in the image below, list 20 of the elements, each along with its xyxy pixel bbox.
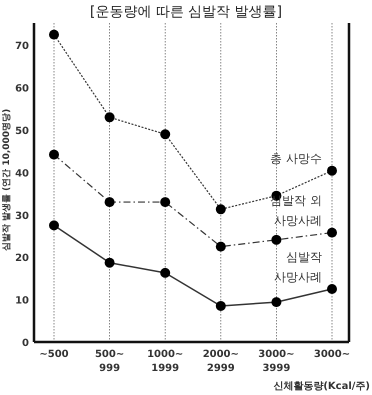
- y-tick-label: 40: [15, 168, 30, 180]
- x-axis-title: 신체활동량(Kcal/주): [273, 381, 370, 392]
- x-tick-label: ~500: [39, 349, 69, 360]
- y-tick-label: 60: [15, 84, 30, 95]
- x-tick-label: 3000~ 3999: [258, 349, 295, 374]
- x-tick-label: 500~ 999: [94, 349, 124, 374]
- series-label: 심발작 사망사례: [274, 250, 322, 284]
- y-axis-title: 심발작 발생률 (연간 10,000명당): [2, 108, 12, 252]
- x-tick-label: 2000~ 2999: [202, 349, 239, 374]
- y-tick-label: 70: [15, 41, 30, 52]
- series-label: 심발작 외 사망사례: [270, 194, 322, 228]
- y-tick-label: 10: [15, 296, 30, 307]
- y-tick-label: 20: [15, 253, 30, 264]
- y-tick-label: 30: [15, 210, 30, 222]
- x-tick-label: 1000~ 1999: [147, 349, 184, 374]
- y-tick-label: 0: [22, 338, 30, 349]
- x-tick-label: 3000~: [314, 349, 350, 360]
- series-label: 총 사망수: [270, 152, 322, 166]
- y-tick-label: 50: [15, 126, 30, 137]
- chart-title: [운동량에 따른 심발작 발생률]: [90, 4, 282, 20]
